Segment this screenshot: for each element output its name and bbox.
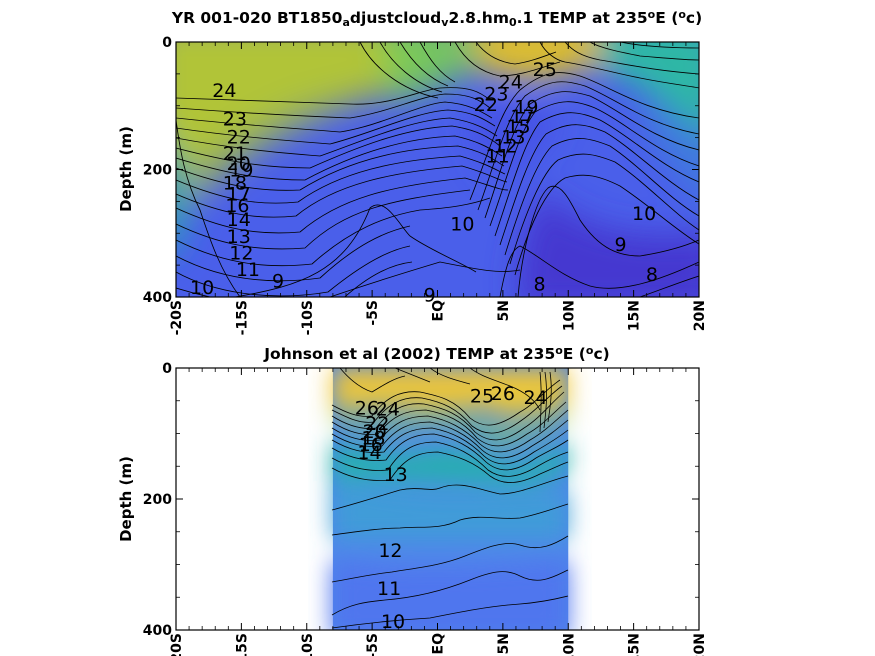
contour-label: 23: [223, 109, 247, 131]
y-tick-label: 400: [143, 623, 172, 639]
chart-title-top: YR 001-020 BT1850adjustcloudv2.8.hm0.1 T…: [171, 8, 702, 29]
x-tick-label: -15S: [234, 633, 250, 656]
contour-label: 12: [229, 242, 253, 264]
y-tick-label: 200: [143, 163, 172, 179]
contour-label: 9: [615, 234, 627, 256]
contour-label: 10: [381, 611, 405, 633]
contour-label: 11: [377, 578, 401, 600]
contour-label: 22: [227, 126, 251, 148]
y-tick-label: 0: [162, 361, 172, 377]
contour-label: 11: [486, 145, 510, 167]
contour-label: 24: [499, 72, 523, 94]
contour-label: 10: [450, 214, 474, 236]
contour-label: 24: [212, 80, 236, 102]
axes-bottom: -20S -15S -10S -5S EQ 5N 10N 15N 20N 0 200 400: [143, 361, 708, 656]
contour-label: 22: [365, 413, 389, 435]
contour-label: 17: [510, 106, 534, 128]
contour-label: 26: [355, 397, 379, 419]
contour-label: 24: [376, 399, 400, 421]
contour-label: 13: [501, 126, 525, 148]
heatmap-field-top: [176, 42, 699, 297]
x-tick-label: 15N: [627, 633, 643, 656]
contour-label: 24: [523, 387, 547, 409]
x-tick-label: 10N: [561, 300, 577, 331]
x-tick-label: 10N: [561, 633, 577, 656]
axes-top: -20S -15S -10S -5S EQ 5N 10N 15N 20N 0 200 400: [143, 35, 708, 335]
x-tick-label: 15N: [627, 300, 643, 331]
x-tick-label: 20N: [692, 300, 708, 331]
y-tick-label: 400: [143, 290, 172, 306]
contour-label: 16: [359, 434, 383, 456]
contour-lines-top: [176, 42, 699, 297]
x-tick-label: -5S: [365, 300, 381, 326]
contour-label: 22: [474, 94, 498, 116]
contour-label: 21: [223, 143, 247, 165]
contour-label: 23: [484, 84, 508, 106]
contour-label: 8: [646, 264, 658, 286]
contour-label: 11: [236, 259, 260, 281]
contour-label: 14: [227, 209, 251, 231]
contour-label: 12: [378, 540, 402, 562]
contour-label: 8: [533, 274, 545, 296]
panel-bottom: Johnson et al (2002) TEMP at 235oE (oc): [117, 344, 708, 656]
x-tick-label: 5N: [496, 633, 512, 654]
contour-label: 18: [361, 427, 385, 449]
x-tick-label: -20S: [169, 633, 185, 656]
x-tick-label: 5N: [496, 300, 512, 321]
x-tick-label: -5S: [365, 633, 381, 656]
contour-label: 25: [533, 59, 557, 81]
contour-label: 9: [424, 284, 436, 306]
contour-label: 16: [225, 195, 249, 217]
contour-label: 14: [357, 442, 381, 464]
contour-label: 13: [384, 464, 408, 486]
contour-label: 20: [227, 153, 251, 175]
x-tick-label: EQ: [431, 300, 447, 322]
contour-label: 20: [363, 421, 387, 443]
x-tick-label: -20S: [169, 300, 185, 335]
x-tick-label: 20N: [692, 633, 708, 656]
contour-label: 19: [514, 96, 538, 118]
panel-top: YR 001-020 BT1850adjustcloudv2.8.hm0.1 T…: [117, 8, 708, 335]
contour-lines-bottom: [331, 368, 569, 629]
contour-label: 17: [227, 184, 251, 206]
contour-label: 15: [506, 116, 530, 138]
ylabel-top: Depth (m): [117, 126, 135, 212]
x-tick-label: -10S: [300, 633, 316, 656]
contour-label: 18: [223, 172, 247, 194]
ylabel-bottom: Depth (m): [117, 456, 135, 542]
y-tick-label: 0: [162, 35, 172, 51]
y-tick-label: 200: [143, 492, 172, 508]
contour-label: 26: [491, 383, 515, 405]
contour-label: 13: [227, 226, 251, 248]
contour-label: 10: [190, 277, 214, 299]
heatmap-field-bottom: [332, 368, 569, 630]
contour-label: 9: [272, 270, 284, 292]
contour-label: 25: [470, 386, 494, 408]
contour-label: 10: [632, 203, 656, 225]
contour-label: 12: [493, 135, 517, 157]
x-tick-label: EQ: [431, 633, 447, 655]
contour-label: 19: [229, 160, 253, 182]
x-tick-label: -10S: [300, 300, 316, 335]
chart-title-bottom: Johnson et al (2002) TEMP at 235oE (oc): [263, 344, 609, 363]
x-tick-label: -15S: [234, 300, 250, 335]
